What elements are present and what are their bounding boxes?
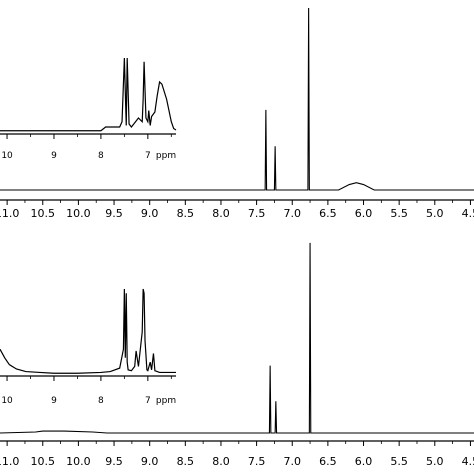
- inset-x-tick-label-top-1: 9: [51, 151, 57, 161]
- x-tick-label-bottom-7: 7.5: [248, 455, 266, 468]
- x-tick-label-top-7: 7.5: [248, 207, 266, 220]
- inset-spectrum-line-bottom-0: [0, 288, 176, 374]
- spectrum-line-top-0: [0, 7, 474, 191]
- x-tick-label-bottom-4: 9.0: [141, 455, 159, 468]
- x-tick-label-top-13: 4.5: [462, 207, 474, 220]
- x-tick-label-top-1: 10.5: [31, 207, 56, 220]
- x-tick-label-bottom-9: 6.5: [319, 455, 337, 468]
- x-tick-label-bottom-2: 10.0: [66, 455, 91, 468]
- x-tick-label-bottom-6: 8.0: [212, 455, 230, 468]
- x-tick-label-bottom-1: 10.5: [31, 455, 56, 468]
- spectrum-panel-bottom: 11.0 10.5 10.0 9.5 9.0 8.5 8.0 7.5 7.0 6.5 6.0 5.5 5…: [0, 242, 474, 468]
- inset-spectrum-line-top-0: [0, 57, 177, 132]
- x-tick-label-top-11: 5.5: [390, 207, 408, 220]
- x-tick-label-top-6: 8.0: [212, 207, 230, 220]
- x-tick-label-bottom-13: 4.5: [462, 455, 474, 468]
- x-tick-label-top-9: 6.5: [319, 207, 337, 220]
- x-tick-label-top-2: 10.0: [66, 207, 91, 220]
- x-tick-label-bottom-10: 6.0: [355, 455, 373, 468]
- x-tick-label-top-4: 9.0: [141, 207, 159, 220]
- inset-x-tick-label-top-3: 7: [145, 151, 151, 161]
- x-tick-label-top-3: 9.5: [105, 207, 123, 220]
- x-tick-label-bottom-5: 8.5: [177, 455, 195, 468]
- x-tick-label-top-8: 7.0: [283, 207, 301, 220]
- x-tick-label-bottom-11: 5.5: [390, 455, 408, 468]
- x-tick-label-top-12: 5.0: [426, 207, 444, 220]
- x-tick-label-bottom-3: 9.5: [105, 455, 123, 468]
- x-tick-label-top-0: 11.0: [0, 207, 19, 220]
- inset-x-tick-label-bottom-0: 10: [1, 396, 13, 406]
- inset-x-unit-label-top: ppm: [156, 151, 176, 161]
- inset-x-tick-label-bottom-1: 9: [51, 396, 57, 406]
- inset-x-unit-label-bottom: ppm: [156, 396, 176, 406]
- x-tick-label-bottom-8: 7.0: [283, 455, 301, 468]
- x-tick-label-top-10: 6.0: [355, 207, 373, 220]
- inset-x-tick-label-bottom-3: 7: [145, 396, 151, 406]
- x-tick-label-bottom-0: 11.0: [0, 455, 19, 468]
- inset-x-tick-label-top-2: 8: [98, 151, 104, 161]
- spectrum-panel-top: 11.0 10.5 10.0 9.5 9.0 8.5 8.0 7.5 7.0 6.5 6.0 5.5 5…: [0, 7, 474, 220]
- x-tick-label-top-5: 8.5: [177, 207, 195, 220]
- x-tick-label-bottom-12: 5.0: [426, 455, 444, 468]
- inset-x-tick-label-top-0: 10: [1, 151, 13, 161]
- inset-x-tick-label-bottom-2: 8: [98, 396, 104, 406]
- spectrum-line-bottom-0: [0, 242, 474, 434]
